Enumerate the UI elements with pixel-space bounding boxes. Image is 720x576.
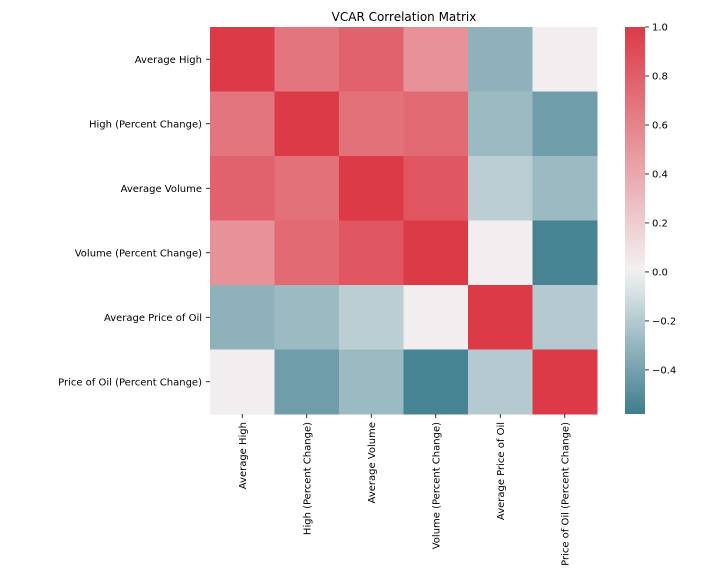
heatmap-cell — [532, 349, 598, 415]
heatmap-cell — [274, 220, 340, 286]
heatmap-cell — [532, 156, 598, 221]
heatmap-cell — [339, 220, 404, 286]
colorbar-tick-label: −0.2 — [652, 316, 676, 327]
heatmap-cell — [468, 27, 533, 92]
heatmap-cell — [532, 27, 598, 92]
heatmap-cell — [339, 91, 404, 157]
heatmap-cell — [210, 91, 275, 157]
column-tick-label: Average Volume — [367, 422, 378, 503]
heatmap-cell — [210, 285, 275, 350]
heatmap-cells — [210, 27, 598, 415]
row-tick-label: Volume (Percent Change) — [75, 248, 202, 259]
row-tick-label: Price of Oil (Percent Change) — [58, 377, 202, 388]
heatmap-cell — [403, 156, 469, 221]
heatmap-cell — [274, 156, 340, 221]
column-tick-label: Average Price of Oil — [496, 422, 507, 520]
heatmap-cell — [210, 27, 275, 92]
heatmap-cell — [468, 349, 533, 415]
row-tick-labels: Average High High (Percent Change) Average… — [58, 55, 210, 388]
heatmap-cell — [468, 156, 533, 221]
heatmap-cell — [210, 349, 275, 415]
heatmap-cell — [532, 220, 598, 286]
heatmap-cell — [532, 91, 598, 157]
heatmap-cell — [403, 91, 469, 157]
column-tick-labels: Average High High (Percent Change) Average… — [238, 414, 571, 566]
heatmap-cell — [403, 285, 469, 350]
heatmap-cell — [532, 285, 598, 350]
heatmap-cell — [339, 27, 404, 92]
heatmap-cell — [210, 156, 275, 221]
row-tick-label: Average Volume — [121, 184, 202, 195]
heatmap-cell — [468, 91, 533, 157]
heatmap-cell — [339, 156, 404, 221]
colorbar-tick-label: 1.0 — [652, 23, 668, 34]
column-tick-label: Average High — [238, 422, 249, 489]
column-tick-label: Price of Oil (Percent Change) — [560, 422, 571, 566]
heatmap-cell — [468, 220, 533, 286]
heatmap-cell — [468, 285, 533, 350]
colorbar-tick-label: 0.4 — [652, 169, 668, 180]
colorbar — [625, 27, 645, 414]
colorbar-tick-label: 0.0 — [652, 267, 668, 278]
colorbar-tick-label: −0.4 — [652, 365, 676, 376]
column-tick-label: High (Percent Change) — [302, 422, 313, 535]
heatmap-cell — [339, 349, 404, 415]
colorbar-tick-label: 0.2 — [652, 218, 668, 229]
heatmap-cell — [339, 285, 404, 350]
heatmap-cell — [274, 27, 340, 92]
chart-title: VCAR Correlation Matrix — [332, 10, 477, 24]
heatmap-cell — [403, 27, 469, 92]
heatmap-cell — [403, 349, 469, 415]
colorbar-tick-label: 0.8 — [652, 71, 668, 82]
colorbar-ticks: 1.0 0.8 0.6 0.4 0.2 0.0 −0.2 −0.4 — [645, 23, 676, 376]
column-tick-label: Volume (Percent Change) — [431, 422, 442, 549]
heatmap-cell — [274, 349, 340, 415]
colorbar-tick-label: 0.6 — [652, 120, 668, 131]
heatmap-cell — [210, 220, 275, 286]
heatmap-cell — [274, 285, 340, 350]
heatmap-cell — [403, 220, 469, 286]
row-tick-label: Average High — [135, 55, 202, 66]
row-tick-label: High (Percent Change) — [89, 119, 202, 130]
row-tick-label: Average Price of Oil — [104, 313, 202, 324]
heatmap-cell — [274, 91, 340, 157]
